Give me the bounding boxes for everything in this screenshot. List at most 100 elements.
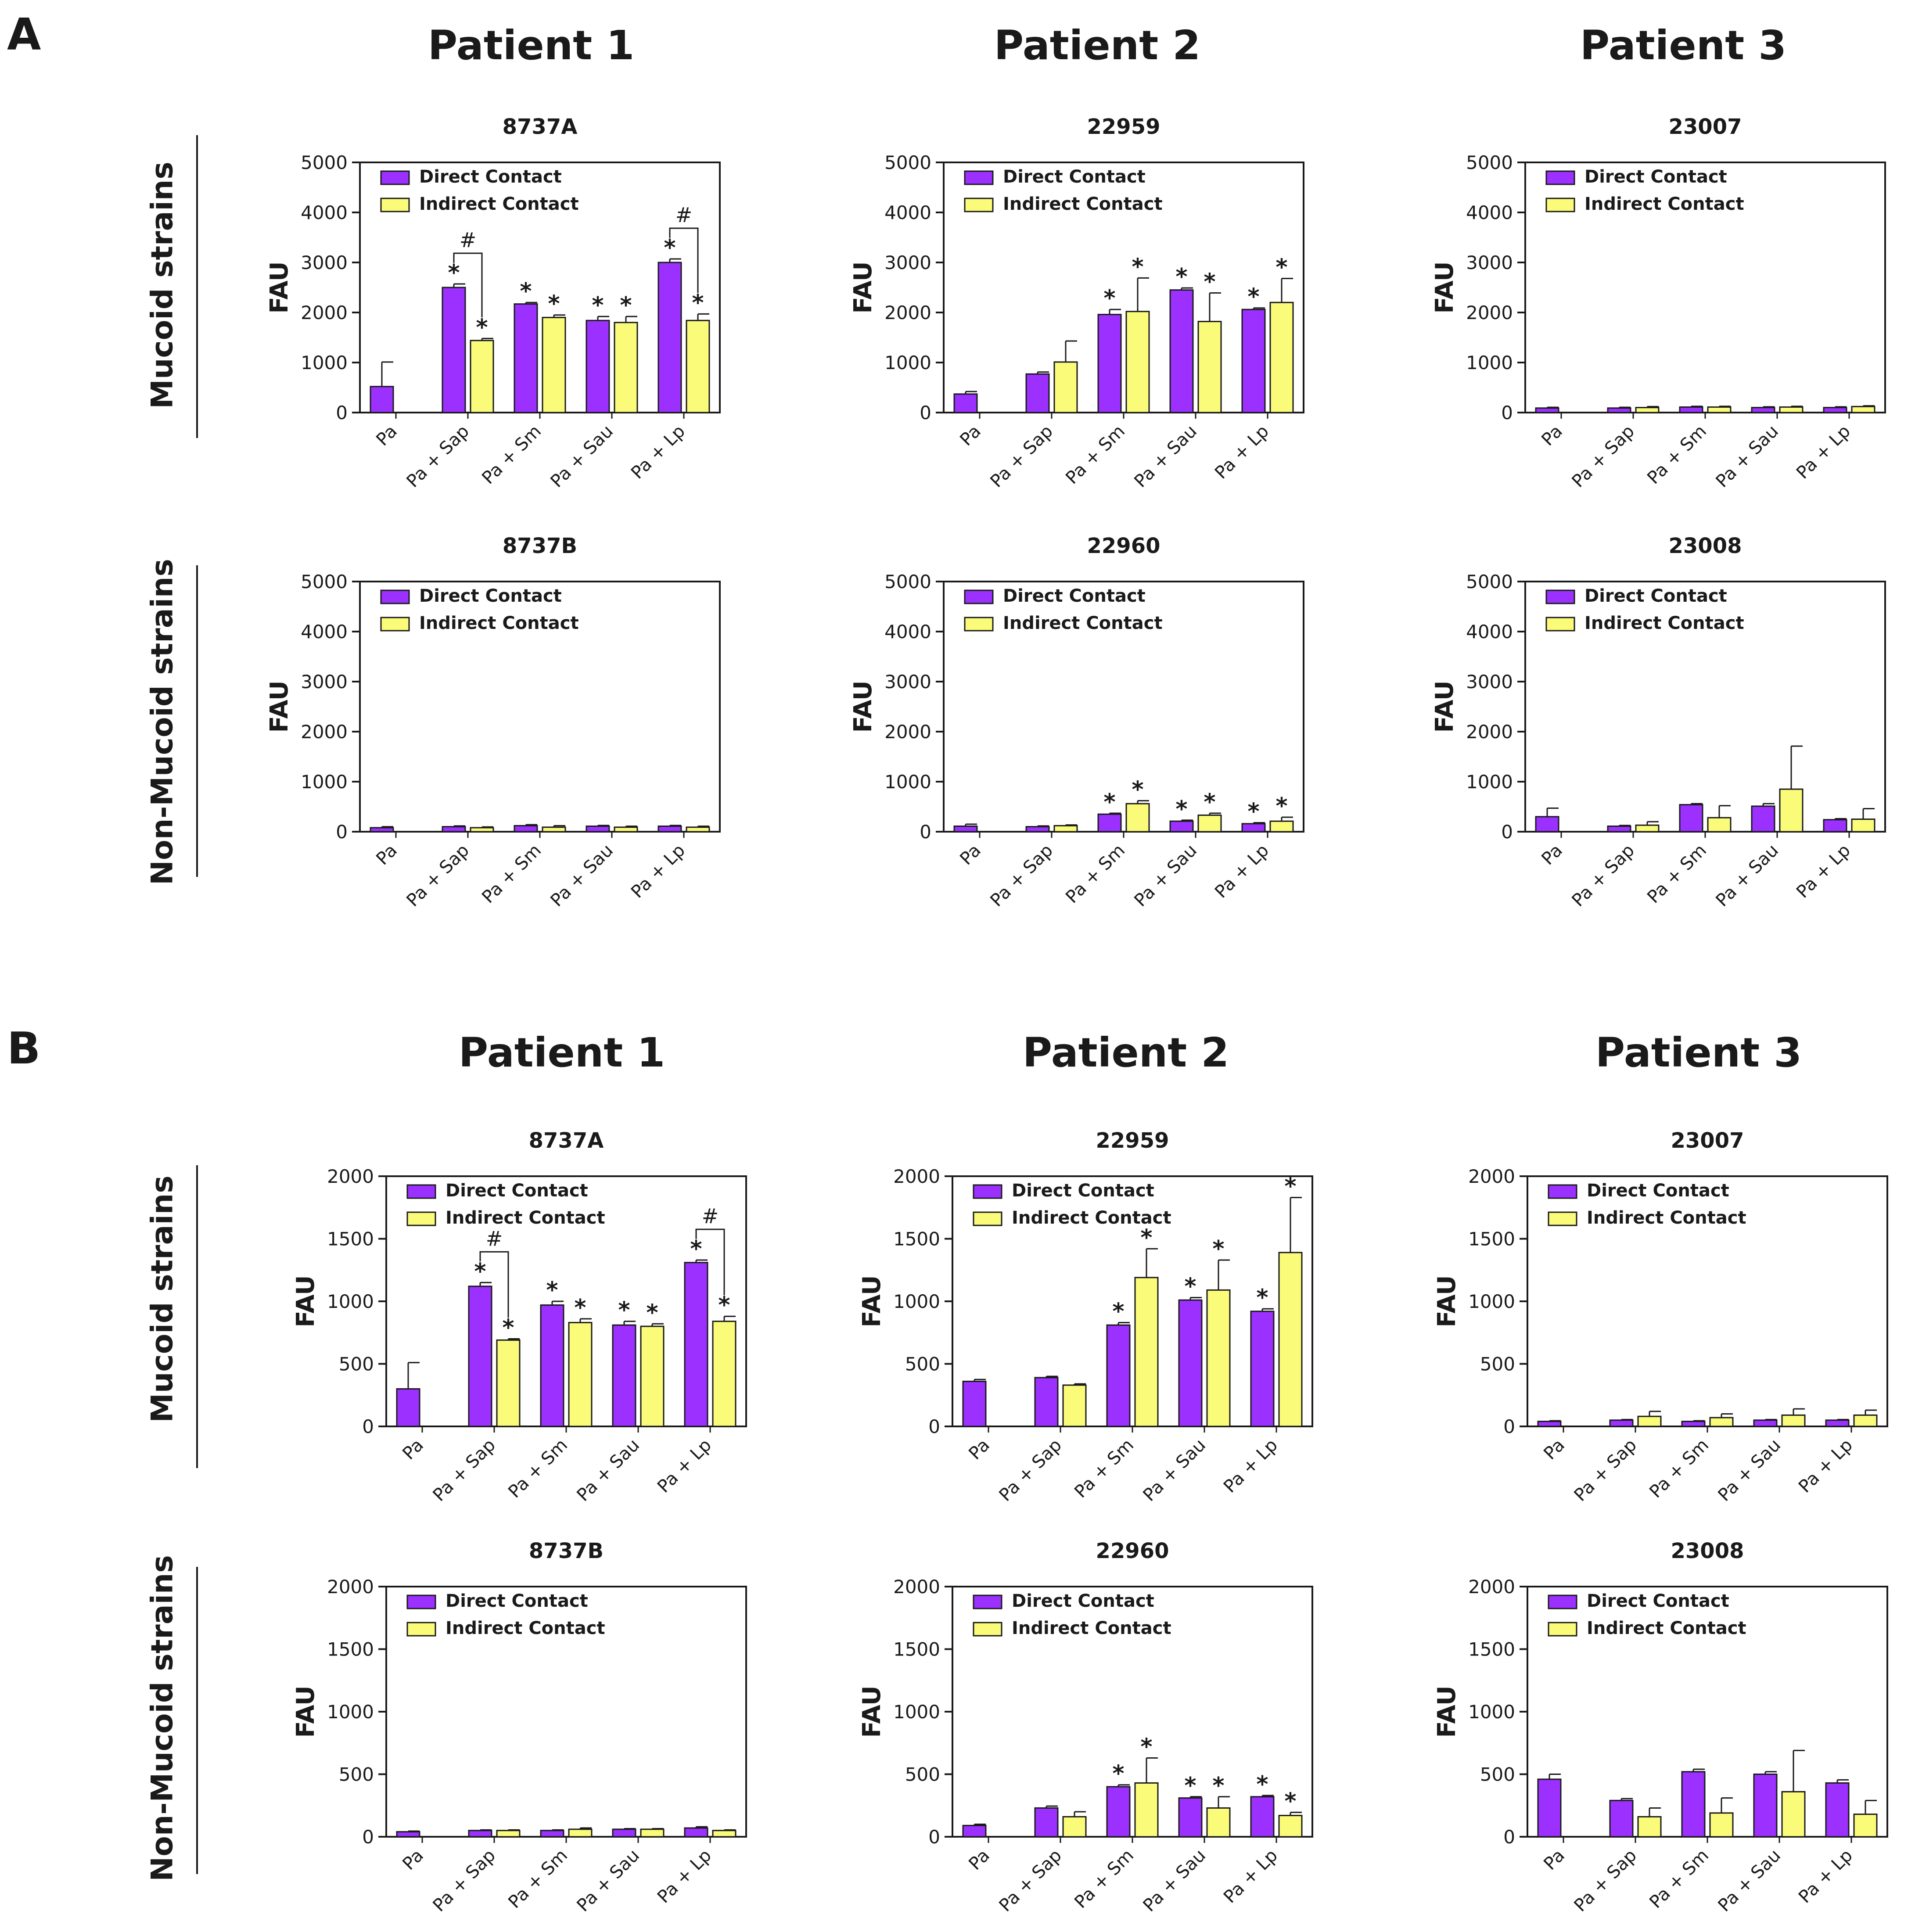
y-tick-label: 4000 [884, 202, 931, 223]
bar-direct [1609, 1419, 1634, 1427]
legend-swatch-direct [1545, 170, 1575, 185]
y-tick-label: 2000 [884, 721, 931, 743]
x-tick-label: Pa [399, 1846, 428, 1875]
x-tick-label: Pa + Sap [403, 421, 474, 492]
x-tick-label: Pa + Lp [627, 421, 689, 483]
chart-title: 23007 [1671, 1128, 1744, 1153]
bar-indirect [686, 320, 710, 413]
row-label-nonmucoid-a: Non-Mucoid strains [145, 559, 180, 885]
y-tick-label: 2000 [301, 721, 348, 743]
x-tick-label: Pa + Sm [1071, 1435, 1138, 1502]
y-axis-label: FAU [849, 681, 877, 733]
bar-indirect [1197, 814, 1222, 833]
x-tick-label: Pa + Sap [1568, 421, 1639, 492]
bar-indirect [1781, 1414, 1806, 1427]
bar-direct [1753, 1774, 1778, 1838]
x-tick-label: Pa [399, 1435, 428, 1464]
y-tick-label: 5000 [1466, 152, 1513, 173]
x-tick-label: Pa + Sm [1646, 1435, 1713, 1502]
bar-direct [396, 1388, 420, 1427]
bar-indirect [1062, 1384, 1087, 1427]
legend-swatch-indirect [380, 617, 410, 632]
y-axis-label: FAU [858, 1275, 886, 1328]
chart-b-22959: 22959 FAU 0 500 1000 1500 2000 Direct Contact In… [858, 1128, 1313, 1505]
chart-b-8737a: 8737A FAU 0 500 1000 1500 2000 Direct Contact In… [291, 1128, 747, 1505]
y-tick-label: 2000 [893, 1576, 940, 1598]
y-tick-label: 1500 [1468, 1228, 1515, 1250]
chart-a-22959: 22959 FAU 0 1000 2000 3000 4000 5000 Direct Cont… [849, 115, 1304, 492]
row-label-nonmucoid-b: Non-Mucoid strains [145, 1555, 180, 1882]
significance-star: * [1103, 285, 1115, 312]
significance-star: * [692, 290, 704, 316]
y-tick-label: 1000 [327, 1291, 374, 1312]
legend-label-direct: Direct Contact [1584, 167, 1727, 187]
x-tick-label: Pa [965, 1846, 994, 1875]
bar-direct [540, 1304, 564, 1427]
legend-label-indirect: Indirect Contact [419, 194, 579, 214]
bar-direct [540, 1830, 564, 1838]
y-tick-label: 0 [928, 1826, 940, 1848]
bar-indirect [1709, 1417, 1734, 1427]
hash-bracket [669, 227, 699, 293]
x-tick-label: Pa [1538, 421, 1566, 450]
y-tick-label: 1000 [1468, 1291, 1515, 1312]
x-tick-label: Pa + Sm [1062, 840, 1129, 908]
bar-indirect [1851, 819, 1875, 833]
bar-direct [1681, 1421, 1706, 1427]
x-tick-label: Pa + Sau [1139, 1846, 1210, 1916]
row-label-mucoid-b: Mucoid strains [145, 1175, 180, 1423]
x-tick-label: Pa + Sau [573, 1435, 644, 1506]
significance-star: * [1275, 254, 1287, 280]
significance-star: * [474, 1258, 486, 1285]
bar-direct [1679, 804, 1703, 833]
y-tick-label: 2000 [301, 302, 348, 323]
legend-label-direct: Direct Contact [1587, 1591, 1729, 1611]
significance-star: * [592, 292, 604, 319]
chart-a-23008: 23008 FAU 0 1000 2000 3000 4000 5000 Direct Cont… [1430, 534, 1886, 911]
y-tick-label: 5000 [301, 152, 348, 173]
x-tick-label: Pa [956, 421, 985, 450]
bar-direct [370, 827, 394, 833]
x-tick-label: Pa + Sm [504, 1435, 571, 1502]
hash-bracket [695, 1228, 725, 1296]
bar-indirect [542, 826, 566, 833]
significance-star: * [1204, 269, 1215, 295]
bar-indirect [1053, 825, 1078, 833]
bar-direct [514, 825, 538, 833]
bar-direct [1607, 825, 1631, 833]
bar-direct [396, 1831, 420, 1838]
bar-direct [468, 1830, 492, 1838]
x-tick-label: Pa + Sau [1712, 421, 1783, 492]
legend-label-indirect: Indirect Contact [1003, 613, 1163, 633]
row-divider [196, 1165, 198, 1468]
bar-direct [1825, 1782, 1850, 1838]
chart-title: 22959 [1096, 1128, 1169, 1153]
y-tick-label: 2000 [1466, 302, 1513, 323]
y-tick-label: 1000 [1468, 1701, 1515, 1723]
significance-star: * [1256, 1771, 1268, 1798]
legend-swatch-indirect [1548, 1211, 1577, 1226]
bar-indirect [1062, 1816, 1087, 1838]
bar-direct [1751, 407, 1775, 413]
significance-star: * [1175, 796, 1187, 822]
bar-indirect [1269, 302, 1294, 413]
y-tick-label: 500 [1480, 1764, 1515, 1785]
x-tick-label: Pa + Sm [1643, 421, 1710, 488]
significance-star: * [1256, 1285, 1268, 1311]
significance-star: * [1284, 1173, 1296, 1199]
y-tick-label: 4000 [301, 202, 348, 223]
y-tick-label: 1000 [327, 1701, 374, 1723]
bar-direct [1681, 1771, 1706, 1838]
x-tick-label: Pa + Sau [1131, 840, 1201, 911]
y-axis-label: FAU [1430, 681, 1459, 733]
x-tick-label: Pa [1540, 1435, 1569, 1464]
y-axis-label: FAU [1433, 1275, 1461, 1328]
bar-indirect [1125, 311, 1150, 413]
y-tick-label: 1000 [884, 771, 931, 793]
bar-indirect [1635, 407, 1660, 413]
bar-indirect [640, 1828, 665, 1838]
bar-direct [1034, 1807, 1059, 1838]
y-axis-label: FAU [849, 262, 877, 314]
row-divider [196, 565, 198, 877]
bar-direct [1751, 805, 1775, 833]
